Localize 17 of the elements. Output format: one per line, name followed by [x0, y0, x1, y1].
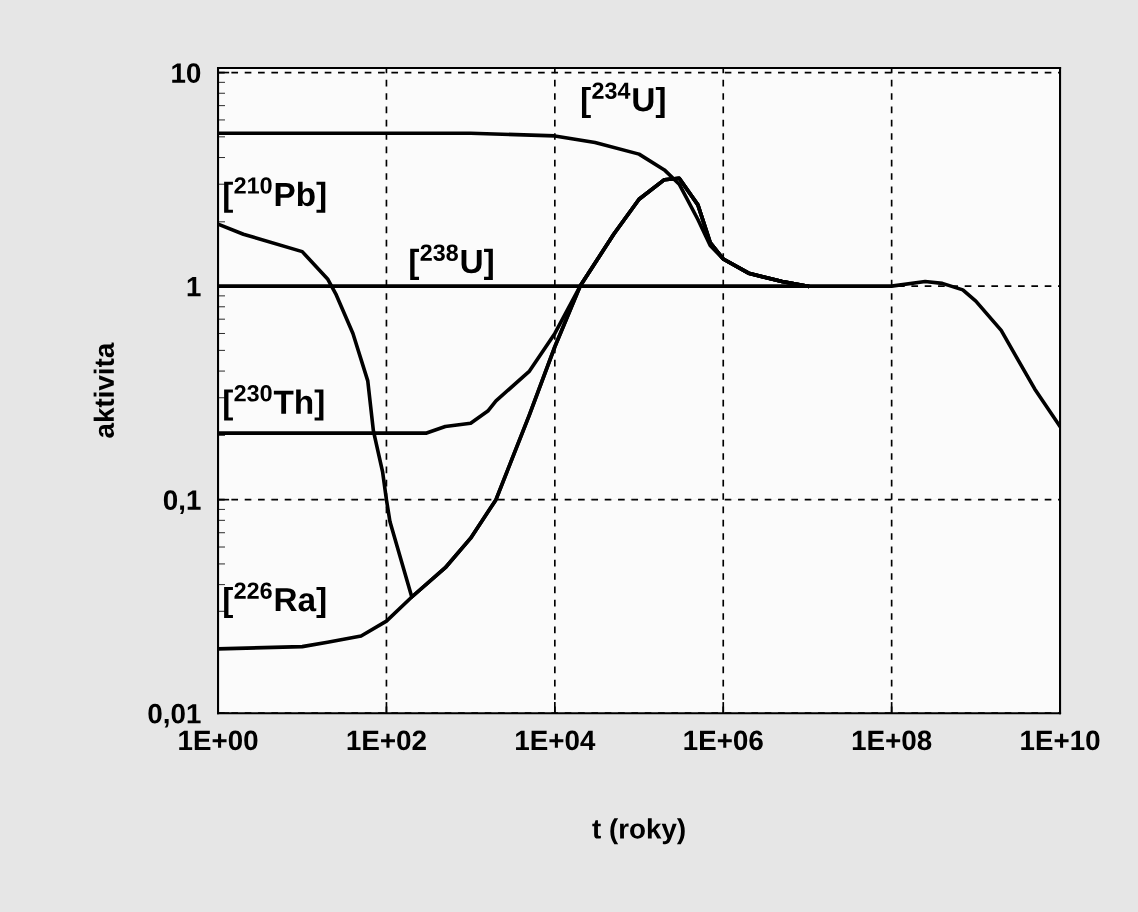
- y-tick-label: 0,1: [163, 490, 201, 515]
- x-tick-label: 1E+08: [852, 730, 932, 751]
- x-tick-label: 1E+02: [347, 730, 426, 751]
- y-tick-label: 0,01: [148, 703, 201, 728]
- y-tick-label: 10: [172, 63, 201, 83]
- x-tick-label: 1E+04: [516, 730, 596, 751]
- series-label: [$^{226}$Ra]: [224, 582, 326, 618]
- y-tick-label: 1: [187, 277, 201, 297]
- series-label: [$^{234}$U]: [581, 82, 665, 118]
- series-label: [$^{238}$U]: [410, 244, 493, 280]
- x-axis-title: t (roky): [592, 818, 685, 845]
- y-axis-title: aktivita: [93, 342, 115, 438]
- series-label: [$^{210}$Pb]: [224, 177, 326, 213]
- x-tick-label: 1E+00: [179, 730, 258, 751]
- x-tick-label: 1E+10: [1021, 730, 1100, 751]
- series-label: [$^{230}$Th]: [224, 385, 324, 421]
- x-tick-label: 1E+06: [684, 730, 763, 751]
